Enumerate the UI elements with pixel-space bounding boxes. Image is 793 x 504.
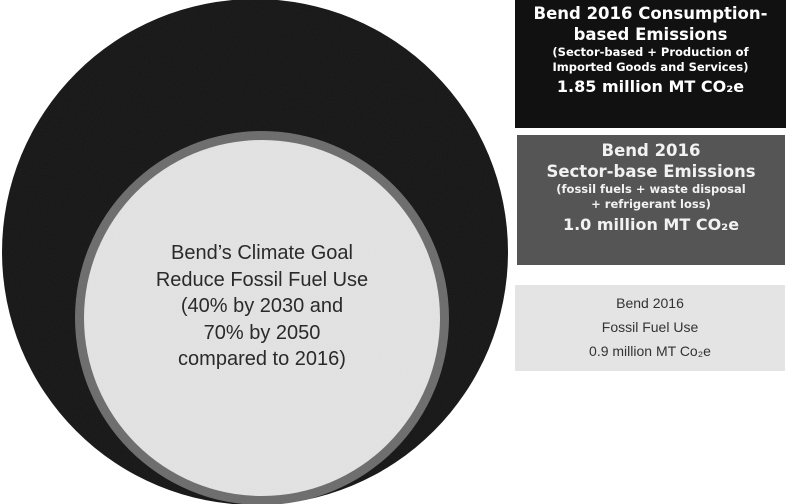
climate-goal-text: Bend’s Climate Goal Reduce Fossil Fuel U… — [116, 240, 408, 373]
goal-line-1: Bend’s Climate Goal — [171, 242, 353, 264]
texture-overlay — [2, 0, 508, 504]
sector-note-2: + refrigerant loss) — [591, 197, 711, 211]
legend-consumption-box: Bend 2016 Consumption- based Emissions (… — [515, 0, 786, 128]
goal-line-5: compared to 2016) — [178, 348, 346, 370]
fossil-title-2: Fossil Fuel Use — [601, 319, 699, 335]
sector-title-2: Sector-base Emissions — [546, 162, 756, 181]
legend-sector-box: Bend 2016 Sector-base Emissions (fossil … — [517, 135, 785, 265]
consumption-value: 1.85 million MT CO₂e — [556, 77, 745, 96]
consumption-note-1: (Sector-based + Production of — [552, 45, 749, 59]
consumption-title-1: Bend 2016 Consumption- — [533, 4, 768, 23]
goal-line-2: Reduce Fossil Fuel Use — [155, 268, 369, 291]
goal-line-4: 70% by 2050 — [203, 321, 321, 344]
fossil-value: 0.9 million MT Co₂e — [589, 343, 711, 359]
goal-line-3: (40% by 2030 and — [180, 295, 344, 317]
sector-title-1: Bend 2016 — [601, 141, 701, 160]
sector-value: 1.0 million MT CO₂e — [562, 215, 740, 234]
consumption-title-2: based Emissions — [573, 25, 728, 44]
consumption-note-2: Imported Goods and Services) — [552, 60, 749, 74]
fossil-title-1: Bend 2016 — [616, 295, 684, 311]
sector-note-1: (fossil fuels + waste disposal — [556, 182, 746, 196]
legend-fossil-box: Bend 2016 Fossil Fuel Use 0.9 million MT… — [515, 285, 785, 371]
